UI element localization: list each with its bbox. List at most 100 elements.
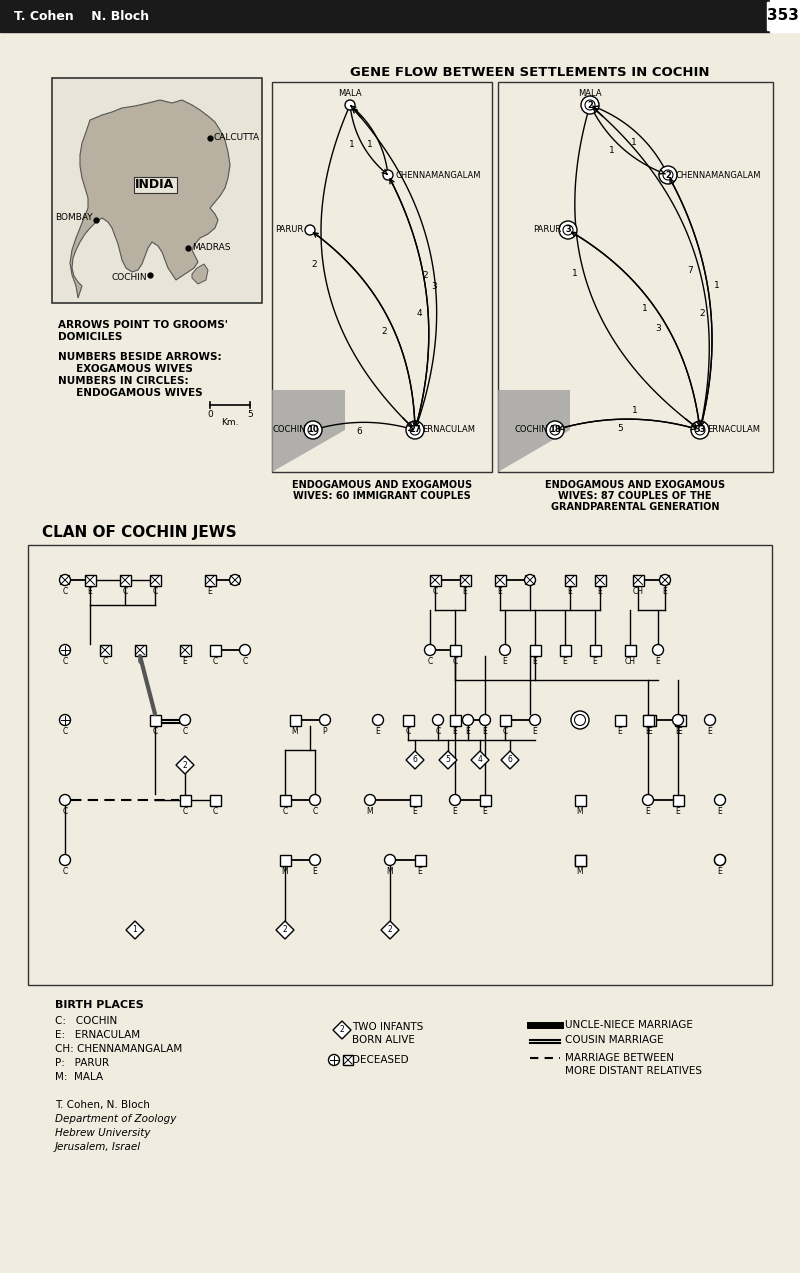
Text: P:   PARUR: P: PARUR (55, 1058, 109, 1068)
Text: COCHIN: COCHIN (111, 274, 147, 283)
Text: M:  MALA: M: MALA (55, 1072, 103, 1082)
Bar (99, 644, 110, 656)
Circle shape (479, 714, 490, 726)
Text: NUMBERS IN CIRCLES:: NUMBERS IN CIRCLES: (58, 376, 189, 386)
Text: CH: CH (633, 588, 643, 597)
Text: 2: 2 (699, 309, 705, 318)
Text: COUSIN MARRIAGE: COUSIN MARRIAGE (565, 1035, 664, 1045)
Circle shape (585, 101, 595, 109)
Circle shape (714, 854, 726, 866)
Circle shape (373, 714, 383, 726)
Text: 2: 2 (311, 260, 317, 269)
Circle shape (310, 794, 321, 806)
Bar (673, 794, 683, 806)
Text: E: E (453, 727, 458, 737)
Text: E: E (648, 727, 652, 737)
Text: 2: 2 (587, 101, 593, 109)
Text: C: C (152, 588, 158, 597)
Text: E:   ERNACULAM: E: ERNACULAM (55, 1030, 140, 1040)
Text: C: C (182, 727, 188, 736)
Text: ENDOGAMOUS WIVES: ENDOGAMOUS WIVES (58, 388, 202, 398)
Text: E: E (646, 807, 650, 816)
Bar (499, 714, 510, 726)
Text: 2: 2 (388, 925, 392, 934)
Polygon shape (70, 101, 230, 298)
Text: INDIA: INDIA (135, 178, 174, 191)
Text: Jerusalem, Israel: Jerusalem, Israel (55, 1142, 141, 1152)
Bar (479, 794, 490, 806)
Bar (205, 574, 215, 586)
Bar (590, 644, 601, 656)
Text: E: E (568, 588, 572, 597)
Circle shape (319, 714, 330, 726)
Text: C: C (212, 807, 218, 816)
Circle shape (59, 574, 70, 586)
Text: C: C (152, 727, 158, 737)
Text: 3: 3 (565, 225, 571, 234)
Polygon shape (126, 920, 144, 939)
Text: E: E (462, 588, 467, 597)
Circle shape (714, 854, 726, 866)
Circle shape (563, 225, 573, 236)
Bar (28, 545, 772, 985)
Text: C: C (427, 657, 433, 666)
Text: C: C (62, 867, 68, 876)
Text: ERNACULAM: ERNACULAM (422, 425, 475, 434)
Text: DECEASED: DECEASED (352, 1055, 409, 1066)
Text: 2: 2 (665, 171, 671, 179)
Polygon shape (439, 751, 457, 769)
Circle shape (410, 425, 420, 435)
Circle shape (530, 714, 541, 726)
Circle shape (673, 714, 683, 726)
Text: E: E (662, 587, 667, 596)
Circle shape (659, 165, 677, 185)
Circle shape (305, 225, 315, 236)
Text: E: E (502, 657, 507, 667)
Circle shape (559, 222, 577, 239)
Text: 18: 18 (549, 425, 561, 434)
Text: 2: 2 (382, 327, 387, 336)
Text: E: E (498, 588, 502, 597)
Text: ARROWS POINT TO GROOMS': ARROWS POINT TO GROOMS' (58, 320, 228, 330)
Text: 1: 1 (642, 304, 647, 313)
Text: E: E (562, 657, 567, 667)
Text: T. Cohen, N. Bloch: T. Cohen, N. Bloch (55, 1100, 150, 1110)
Bar (179, 794, 190, 806)
Text: E: E (708, 727, 712, 737)
Bar (770, 0, 800, 32)
Bar (430, 574, 441, 586)
Bar (642, 714, 654, 726)
Text: C: C (62, 587, 68, 596)
Text: BORN ALIVE: BORN ALIVE (352, 1035, 415, 1045)
Polygon shape (333, 1021, 351, 1039)
Text: M: M (577, 867, 583, 877)
Text: C: C (122, 588, 128, 597)
Text: 5: 5 (247, 410, 253, 419)
Bar (150, 714, 161, 726)
Text: 6: 6 (413, 755, 418, 765)
Text: C: C (502, 727, 508, 737)
Text: CHENNAMANGALAM: CHENNAMANGALAM (395, 171, 481, 179)
Bar (770, 0, 800, 32)
Text: 5: 5 (618, 424, 623, 433)
Text: CH: CHENNAMANGALAM: CH: CHENNAMANGALAM (55, 1044, 182, 1054)
Text: C: C (435, 727, 441, 737)
Bar (119, 574, 130, 586)
Bar (594, 574, 606, 586)
Text: NUMBERS BESIDE ARROWS:: NUMBERS BESIDE ARROWS: (58, 353, 222, 362)
Text: 1: 1 (350, 140, 355, 149)
Text: M: M (292, 727, 298, 737)
Text: MARRIAGE BETWEEN: MARRIAGE BETWEEN (565, 1053, 674, 1063)
Text: CLAN OF COCHIN JEWS: CLAN OF COCHIN JEWS (42, 524, 237, 540)
Text: WIVES: 60 IMMIGRANT COUPLES: WIVES: 60 IMMIGRANT COUPLES (293, 491, 471, 502)
Text: CH: CH (625, 657, 635, 667)
Polygon shape (381, 920, 399, 939)
Circle shape (705, 714, 715, 726)
Text: COCHIN: COCHIN (272, 425, 306, 434)
Text: M: M (577, 807, 583, 816)
Text: E: E (313, 867, 318, 876)
Text: MALA: MALA (578, 89, 602, 98)
Text: Department of Zoology: Department of Zoology (55, 1114, 176, 1124)
Text: C:   COCHIN: C: COCHIN (55, 1016, 118, 1026)
Text: E: E (718, 867, 722, 877)
